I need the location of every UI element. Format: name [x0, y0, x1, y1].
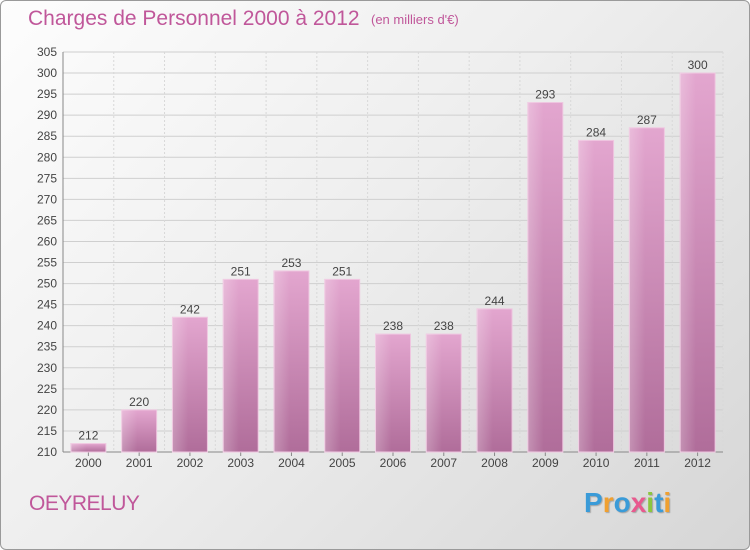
y-tick-label: 240 [37, 319, 57, 333]
x-tick-label: 2009 [532, 456, 559, 470]
data-label: 293 [535, 88, 555, 102]
x-tick-label: 2001 [126, 456, 153, 470]
x-tick-label: 2004 [278, 456, 305, 470]
data-label: 253 [281, 256, 301, 270]
logo-letter: o [613, 487, 631, 518]
x-tick-label: 2000 [75, 456, 102, 470]
x-tick-label: 2006 [380, 456, 407, 470]
chart-subtitle: (en milliers d'€) [371, 12, 459, 27]
x-tick-label: 2003 [227, 456, 254, 470]
y-tick-label: 285 [37, 129, 57, 143]
y-tick-label: 225 [37, 382, 57, 396]
x-tick-label: 2002 [177, 456, 204, 470]
y-tick-label: 290 [37, 108, 57, 122]
y-tick-label: 305 [37, 45, 57, 59]
bar-highlight [680, 73, 696, 452]
y-tick-label: 210 [37, 445, 57, 459]
x-tick-label: 2011 [634, 456, 660, 470]
data-label: 287 [637, 113, 657, 127]
bar-highlight [172, 317, 189, 452]
bar-highlight [477, 308, 493, 452]
data-label: 284 [586, 125, 606, 139]
data-label: 251 [231, 264, 251, 278]
bar-highlight [426, 334, 443, 452]
chart-title: Charges de Personnel 2000 à 2012 [28, 7, 360, 30]
y-tick-label: 275 [37, 171, 57, 185]
logo-letter: P [584, 487, 603, 518]
y-tick-label: 300 [37, 66, 57, 80]
labels: 210 215 220 225 230 235 240 245 250 255 260 265 270 2… [37, 45, 711, 470]
bar-highlight [578, 140, 595, 452]
x-tick-label: 2007 [430, 456, 457, 470]
bar-highlight [375, 334, 392, 452]
data-label: 242 [180, 302, 200, 316]
logo-letter: t [654, 487, 664, 518]
logo-letter: i [663, 487, 672, 518]
y-tick-label: 255 [37, 256, 57, 270]
place-name: OEYRELUY [29, 492, 140, 515]
proxiti-logo[interactable]: Proxiti [584, 487, 671, 519]
data-label: 300 [688, 58, 708, 72]
bar-highlight [629, 127, 646, 452]
bar-highlight [527, 102, 544, 453]
y-tick-label: 220 [37, 403, 57, 417]
y-tick-label: 265 [37, 213, 57, 227]
bar-highlight [223, 279, 239, 452]
data-label: 220 [129, 395, 149, 409]
bar-highlight [121, 409, 138, 452]
y-tick-label: 280 [37, 150, 57, 164]
y-tick-label: 295 [37, 87, 57, 101]
logo-letter: r [602, 487, 614, 518]
logo-letter: x [630, 487, 647, 518]
logo-letter: i [646, 487, 655, 518]
data-label: 244 [485, 294, 505, 308]
bar-highlight [70, 443, 87, 452]
data-label: 238 [434, 319, 454, 333]
bar-highlight [324, 279, 341, 452]
y-tick-label: 215 [37, 424, 57, 438]
data-label: 251 [332, 264, 352, 278]
y-tick-label: 235 [37, 340, 57, 354]
y-tick-label: 245 [37, 298, 57, 312]
bar-highlight [273, 270, 290, 452]
x-tick-label: 2012 [684, 456, 711, 470]
data-label: 238 [383, 319, 403, 333]
y-tick-label: 260 [37, 234, 57, 248]
x-tick-label: 2005 [329, 456, 356, 470]
x-tick-label: 2008 [481, 456, 508, 470]
x-tick-label: 2010 [583, 456, 610, 470]
y-tick-label: 250 [37, 277, 57, 291]
bars [70, 72, 716, 453]
y-tick-label: 270 [37, 192, 57, 206]
y-tick-label: 230 [37, 361, 57, 375]
data-label: 212 [78, 429, 98, 443]
